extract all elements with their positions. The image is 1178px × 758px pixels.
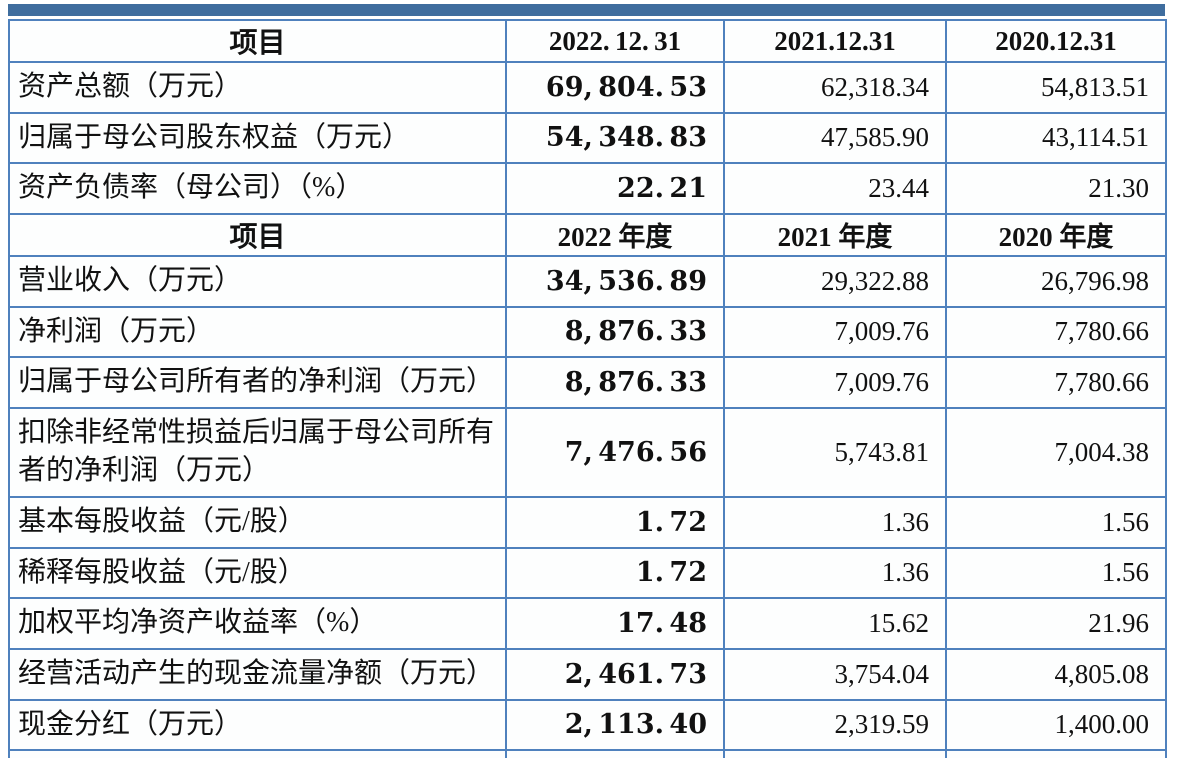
- value-cell: 1. 72: [505, 496, 725, 549]
- data-row: 扣除非经常性损益后归属于母公司所有者的净利润（万元） 7, 476. 56 5,74…: [8, 406, 1167, 499]
- value-cell: 54,813.51: [945, 61, 1167, 114]
- data-row: 现金分红（万元） 2, 113. 40 2,319.59 1,400.00: [8, 698, 1167, 752]
- value-cell: 22. 21: [505, 162, 725, 215]
- value-cell: 7,009.76: [723, 305, 947, 359]
- row-label: 扣除非经常性损益后归属于母公司所有者的净利润（万元）: [8, 406, 507, 499]
- value-cell: 43,114.51: [945, 111, 1167, 165]
- value-cell: 23.44: [723, 162, 947, 215]
- financial-summary-table: 项目 2022. 12. 31 2021.12.31 2020.12.31 资产总额（万…: [8, 19, 1167, 758]
- value-cell: 26,796.98: [945, 254, 1167, 308]
- data-row: 稀释每股收益（元/股） 1. 72 1.36 1.56: [8, 546, 1167, 600]
- row-label: 资产总额（万元）: [8, 61, 507, 114]
- value-cell: 21.30: [945, 162, 1167, 215]
- value-cell: 4,805.08: [945, 647, 1167, 701]
- value-cell: 1.56: [945, 496, 1167, 549]
- data-row: 归属于母公司所有者的净利润（万元） 8, 876. 33 7,009.76 7,780…: [8, 356, 1167, 409]
- value-cell: 1.36: [723, 546, 947, 600]
- value-cell: 15.62: [723, 597, 947, 650]
- row-label: 稀释每股收益（元/股）: [8, 546, 507, 600]
- value-cell: 2, 113. 40: [505, 698, 725, 752]
- value-cell: 47,585.90: [723, 111, 947, 165]
- value-cell: 34, 536. 89: [505, 254, 725, 308]
- value-cell: 7,009.76: [723, 356, 947, 409]
- value-cell: 21.96: [945, 597, 1167, 650]
- value-cell: 1,400.00: [945, 698, 1167, 752]
- row-label: 现金分红（万元）: [8, 698, 507, 752]
- row-label: 归属于母公司所有者的净利润（万元）: [8, 356, 507, 409]
- row-label: 净利润（万元）: [8, 305, 507, 359]
- data-row: 加权平均净资产收益率（%） 17. 48 15.62 21.96: [8, 597, 1167, 650]
- value-cell: 29,322.88: [723, 254, 947, 308]
- value-cell: 1.56: [945, 546, 1167, 600]
- row-label: 资产负债率（母公司）（%）: [8, 162, 507, 215]
- value-cell: 7, 476. 56: [505, 406, 725, 499]
- row-label: 经营活动产生的现金流量净额（万元）: [8, 647, 507, 701]
- value-cell: 8, 876. 33: [505, 356, 725, 409]
- period-column-header: 2020.12.31: [945, 19, 1167, 63]
- value-cell: 3,754.04: [723, 647, 947, 701]
- value-cell: 2,319.59: [723, 698, 947, 752]
- value-cell: 1.36: [723, 496, 947, 549]
- row-label: 归属于母公司股东权益（万元）: [8, 111, 507, 165]
- period-column-header: 2020 年度: [945, 212, 1167, 257]
- header-row: 项目 2022. 12. 31 2021.12.31 2020.12.31: [8, 19, 1167, 63]
- data-row: 资产负债率（母公司）（%） 22. 21 23.44 21.30: [8, 162, 1167, 215]
- value-cell: 54, 348. 83: [505, 111, 725, 165]
- row-label: 营业收入（万元）: [8, 254, 507, 308]
- value-cell: 7,780.66: [945, 356, 1167, 409]
- row-label: 加权平均净资产收益率（%）: [8, 597, 507, 650]
- value-cell: 17. 48: [505, 597, 725, 650]
- value-cell: 12.02: [945, 749, 1167, 758]
- value-cell: 14.12: [723, 749, 947, 758]
- data-row: 营业收入（万元） 34, 536. 89 29,322.88 26,796.98: [8, 254, 1167, 308]
- top-thick-rule: [8, 4, 1165, 16]
- period-column-header: 2022. 12. 31: [505, 19, 725, 63]
- value-cell: 7,780.66: [945, 305, 1167, 359]
- period-column-header: 2022 年度: [505, 212, 725, 257]
- row-label: 基本每股收益（元/股）: [8, 496, 507, 549]
- header-row: 项目 2022 年度 2021 年度 2020 年度: [8, 212, 1167, 257]
- value-cell: 1. 72: [505, 546, 725, 600]
- value-cell: 2, 461. 73: [505, 647, 725, 701]
- data-row: 净利润（万元） 8, 876. 33 7,009.76 7,780.66: [8, 305, 1167, 359]
- value-cell: 7,004.38: [945, 406, 1167, 499]
- value-cell: 12. 06: [505, 749, 725, 758]
- value-cell: 62,318.34: [723, 61, 947, 114]
- item-column-header: 项目: [8, 19, 507, 63]
- data-row: 基本每股收益（元/股） 1. 72 1.36 1.56: [8, 496, 1167, 549]
- value-cell: 8, 876. 33: [505, 305, 725, 359]
- value-cell: 69, 804. 53: [505, 61, 725, 114]
- period-column-header: 2021.12.31: [723, 19, 947, 63]
- item-column-header: 项目: [8, 212, 507, 257]
- row-label: 研发投入占营业收入的比例（%）: [8, 749, 507, 758]
- data-row: 资产总额（万元） 69, 804. 53 62,318.34 54,813.51: [8, 61, 1167, 114]
- period-column-header: 2021 年度: [723, 212, 947, 257]
- value-cell: 5,743.81: [723, 406, 947, 499]
- data-row: 研发投入占营业收入的比例（%）12. 0614.1212.02: [8, 749, 1167, 758]
- data-row: 经营活动产生的现金流量净额（万元） 2, 461. 73 3,754.04 4,805…: [8, 647, 1167, 701]
- data-row: 归属于母公司股东权益（万元） 54, 348. 83 47,585.90 43,114…: [8, 111, 1167, 165]
